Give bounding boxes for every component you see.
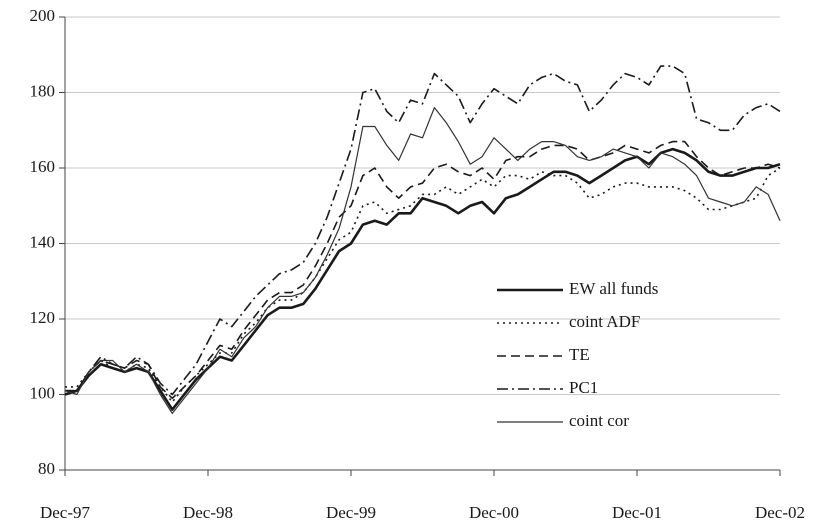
x-tick-label: Dec-02: [755, 503, 805, 522]
y-tick-label: 80: [38, 459, 55, 478]
series-line: [65, 65, 781, 396]
y-tick-label: 140: [30, 232, 56, 251]
y-tick-label: 200: [30, 6, 56, 25]
legend-label: coint ADF: [569, 312, 640, 331]
x-tick-label: Dec-01: [612, 503, 662, 522]
legend-label: TE: [569, 345, 590, 364]
legend-label: coint cor: [569, 411, 629, 430]
series-line: [65, 167, 781, 403]
y-tick-label: 180: [30, 81, 56, 100]
x-tick-label: Dec-98: [183, 503, 233, 522]
series-line: [64, 107, 781, 414]
legend-label: PC1: [569, 378, 598, 397]
x-tick-label: Dec-97: [40, 503, 91, 522]
series-line: [65, 140, 781, 400]
y-tick-label: 100: [30, 383, 56, 402]
x-tick-label: Dec-00: [469, 503, 519, 522]
series-line: [64, 147, 781, 411]
y-tick-label: 120: [30, 308, 56, 327]
x-tick-label: Dec-99: [326, 503, 376, 522]
y-tick-label: 160: [30, 157, 56, 176]
legend-label: EW all funds: [569, 279, 658, 298]
